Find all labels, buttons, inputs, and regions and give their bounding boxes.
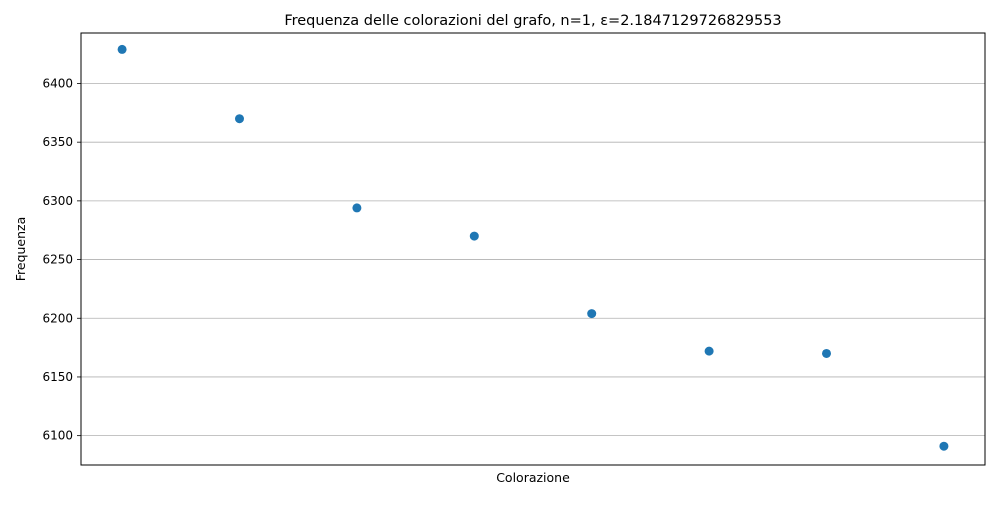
data-point [587, 309, 597, 319]
grid-lines [81, 83, 985, 437]
chart-title: Frequenza delle colorazioni del grafo, n… [284, 13, 781, 29]
x-axis-label: Colorazione [496, 470, 570, 485]
y-tick-label: 6150 [42, 370, 73, 384]
axes-frame [80, 32, 986, 466]
y-tick-label: 6400 [42, 76, 73, 90]
y-tick-label: 6250 [42, 253, 73, 267]
data-point [704, 346, 714, 356]
y-tick-label: 6350 [42, 135, 73, 149]
data-points [117, 44, 949, 451]
y-tick-label: 6100 [42, 429, 73, 443]
data-point [234, 114, 244, 124]
y-tick-label: 6300 [42, 194, 73, 208]
data-point [822, 348, 832, 358]
data-point [352, 203, 362, 213]
data-point [117, 44, 127, 54]
data-point [469, 231, 479, 241]
data-point [939, 441, 949, 451]
y-tick-label: 6200 [42, 311, 73, 325]
y-axis-label: Frequenza [13, 217, 28, 282]
y-axis-ticks: 6100 6150 6200 6250 6300 6350 6400 [42, 76, 81, 443]
